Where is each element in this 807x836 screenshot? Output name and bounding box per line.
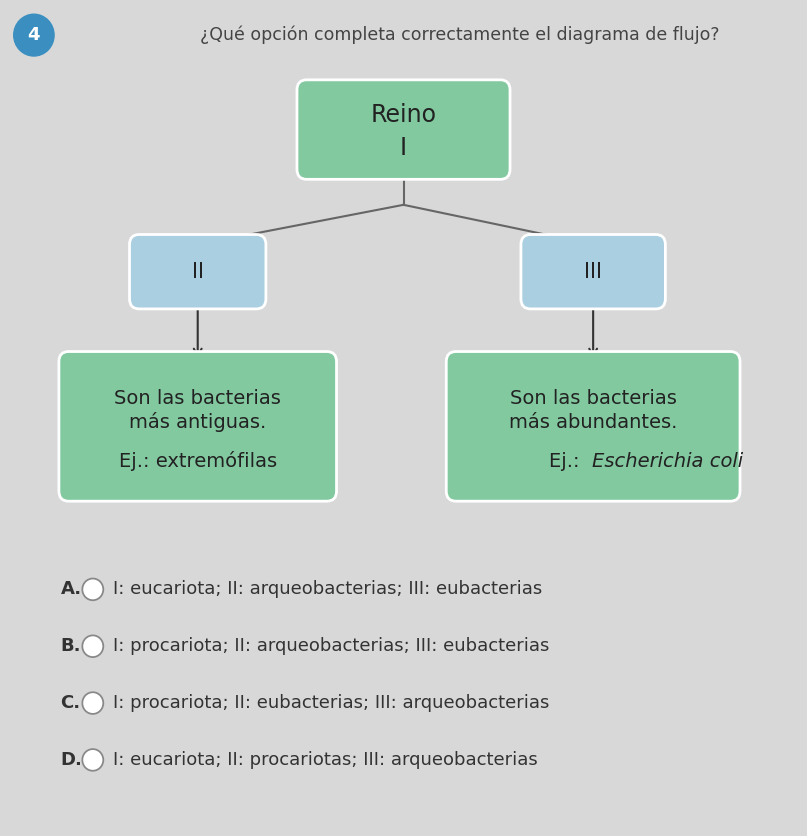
Text: Reino: Reino (370, 103, 437, 126)
FancyBboxPatch shape (446, 352, 740, 502)
Text: Son las bacterias: Son las bacterias (510, 390, 676, 408)
Text: 4: 4 (27, 26, 40, 44)
Text: I: procariota; II: eubacterias; III: arqueobacterias: I: procariota; II: eubacterias; III: arq… (113, 694, 550, 712)
Text: Ej.:: Ej.: (549, 452, 586, 471)
Text: Escherichia coli: Escherichia coli (592, 452, 742, 471)
Text: A.: A. (61, 580, 82, 599)
FancyBboxPatch shape (521, 234, 665, 308)
Text: I: I (400, 136, 407, 160)
Circle shape (82, 579, 103, 600)
Circle shape (82, 635, 103, 657)
Circle shape (14, 14, 54, 56)
Text: I: eucariota; II: arqueobacterias; III: eubacterias: I: eucariota; II: arqueobacterias; III: … (113, 580, 542, 599)
Circle shape (82, 749, 103, 771)
FancyBboxPatch shape (297, 80, 510, 180)
Text: Son las bacterias: Son las bacterias (115, 390, 281, 408)
Text: C.: C. (61, 694, 81, 712)
FancyBboxPatch shape (129, 234, 266, 308)
Circle shape (82, 692, 103, 714)
Text: Ej.: extremófilas: Ej.: extremófilas (119, 451, 277, 472)
Text: ¿Qué opción completa correctamente el diagrama de flujo?: ¿Qué opción completa correctamente el di… (200, 26, 720, 44)
Text: III: III (584, 262, 602, 282)
Text: más antiguas.: más antiguas. (129, 412, 266, 432)
Text: II: II (192, 262, 203, 282)
FancyBboxPatch shape (59, 352, 337, 502)
Text: I: eucariota; II: procariotas; III: arqueobacterias: I: eucariota; II: procariotas; III: arqu… (113, 751, 537, 769)
Text: B.: B. (61, 637, 81, 655)
Text: D.: D. (61, 751, 82, 769)
Text: más abundantes.: más abundantes. (509, 413, 677, 431)
Text: I: procariota; II: arqueobacterias; III: eubacterias: I: procariota; II: arqueobacterias; III:… (113, 637, 550, 655)
